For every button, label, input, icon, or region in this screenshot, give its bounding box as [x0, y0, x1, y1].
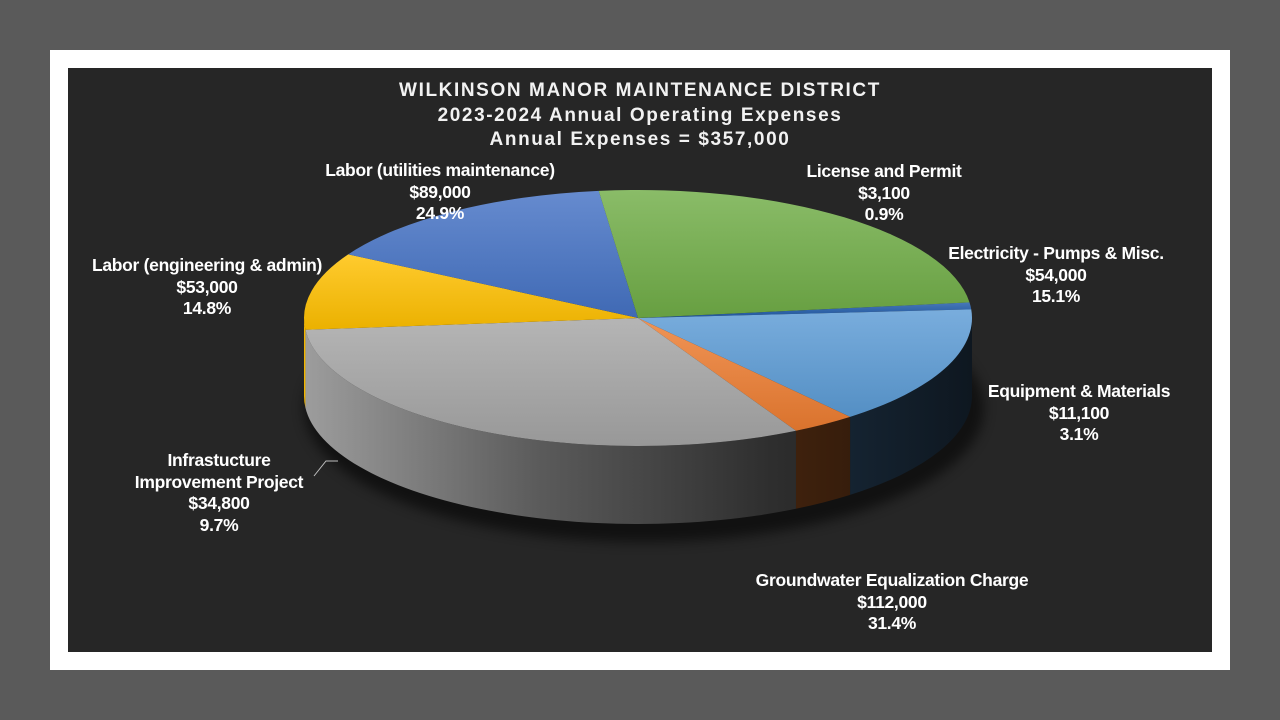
label-value: $89,000: [409, 181, 471, 202]
label-license-permit: License and Permit $3,100 0.9%: [806, 161, 961, 226]
pie-side-3: [305, 329, 796, 524]
label-value: $34,800: [188, 493, 250, 513]
pie-slice-4: [304, 254, 638, 330]
chart-panel: WILKINSON MANOR MAINTENANCE DISTRICT 202…: [68, 68, 1212, 652]
pie-slice-1: [638, 309, 972, 417]
label-name: Equipment & Materials: [987, 381, 1171, 401]
chart-title: WILKINSON MANOR MAINTENANCE DISTRICT: [399, 80, 881, 101]
leader-line-infrastructure: [313, 460, 338, 477]
pie-side-4: [304, 318, 306, 408]
label-name: License and Permit: [806, 161, 962, 181]
label-electricity: Electricity - Pumps & Misc. $54,000 15.1…: [948, 243, 1164, 308]
label-name-line1: Infrastucture: [167, 450, 271, 470]
label-name: Labor (utilities maintenance): [325, 160, 555, 180]
pie-side-1: [850, 318, 972, 495]
label-percent: 14.8%: [182, 298, 232, 318]
label-labor-utilities: Labor (utilities maintenance) $89,000 24…: [325, 160, 555, 225]
label-name-line2: Improvement Project: [134, 471, 304, 492]
label-value: $11,100: [1048, 402, 1110, 423]
label-percent: 31.4%: [867, 613, 917, 633]
label-groundwater: Groundwater Equalization Charge $112,000…: [756, 570, 1029, 635]
label-name: Electricity - Pumps & Misc.: [948, 243, 1164, 263]
pie-slice-5: [348, 190, 638, 318]
label-percent: 24.9%: [415, 203, 465, 223]
label-value: $54,000: [1025, 264, 1087, 285]
label-percent: 15.1%: [1031, 286, 1081, 306]
chart-subtitle-total: Annual Expenses = $357,000: [489, 129, 791, 150]
pie-chart: [304, 190, 984, 542]
label-value: $53,000: [176, 276, 238, 297]
pie-slice-3: [305, 318, 796, 446]
label-infrastructure: Infrastucture Improvement Project $34,80…: [134, 450, 304, 536]
label-percent: 0.9%: [864, 204, 904, 224]
label-percent: 3.1%: [1059, 424, 1099, 444]
label-labor-engineering: Labor (engineering & admin) $53,000 14.8…: [92, 255, 322, 320]
pie-slice-6: [598, 190, 970, 318]
pie-side-2: [795, 416, 851, 509]
label-name: Labor (engineering & admin): [91, 255, 323, 275]
chart-subtitle: 2023-2024 Annual Operating Expenses: [437, 105, 843, 126]
label-value: $3,100: [858, 182, 910, 203]
pie-slice-2: [638, 318, 851, 431]
label-name: Groundwater Equalization Charge: [755, 570, 1029, 590]
label-equipment: Equipment & Materials $11,100 3.1%: [987, 381, 1171, 446]
label-value: $112,000: [857, 591, 927, 612]
label-percent: 9.7%: [199, 514, 239, 535]
chart-frame: WILKINSON MANOR MAINTENANCE DISTRICT 202…: [50, 50, 1230, 670]
pie-slice-0: [638, 302, 972, 318]
